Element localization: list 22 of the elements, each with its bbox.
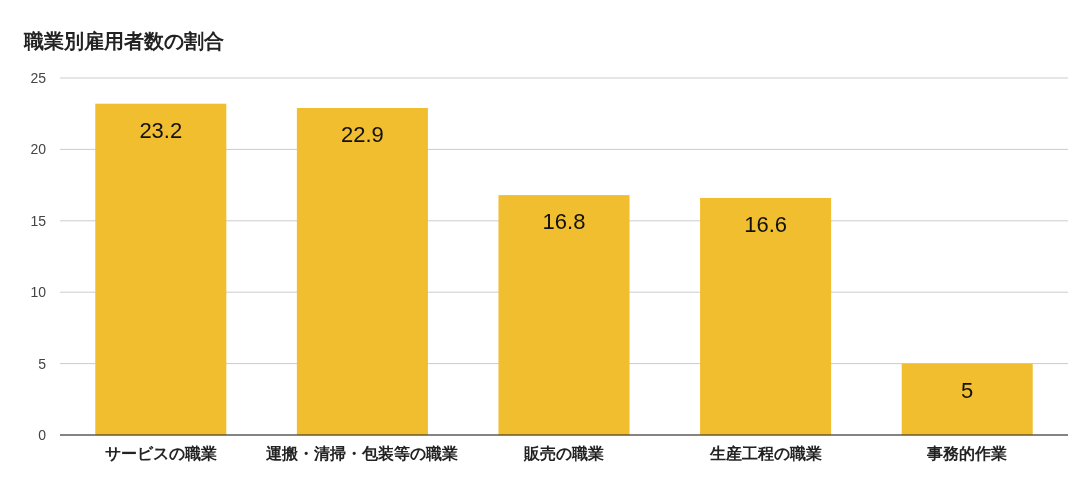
x-tick-label: 運搬・清掃・包装等の職業 (265, 445, 459, 463)
bar (700, 197, 832, 435)
y-tick-label: 5 (38, 355, 47, 372)
y-tick-label: 15 (30, 212, 47, 229)
x-tick-label: サービスの職業 (104, 445, 217, 463)
data-label: 16.6 (744, 211, 788, 237)
y-tick-label: 0 (38, 426, 47, 443)
bar (95, 103, 227, 435)
x-tick-label: 生産工程の職業 (708, 444, 822, 463)
y-tick-label: 25 (30, 69, 47, 86)
data-label: 23.2 (139, 117, 183, 143)
y-tick-label: 20 (30, 141, 47, 158)
data-label: 16.8 (542, 209, 586, 235)
y-tick-label: 10 (30, 284, 47, 301)
bar (901, 363, 1033, 435)
chart-title: 職業別雇用者数の割合 (23, 30, 224, 52)
data-label: 5 (961, 377, 974, 403)
x-tick-label: 販売の職業 (523, 445, 604, 463)
bar (296, 107, 428, 435)
bar (498, 195, 630, 435)
data-label: 22.9 (340, 121, 384, 147)
x-tick-label: 事務的作業 (926, 445, 1008, 463)
